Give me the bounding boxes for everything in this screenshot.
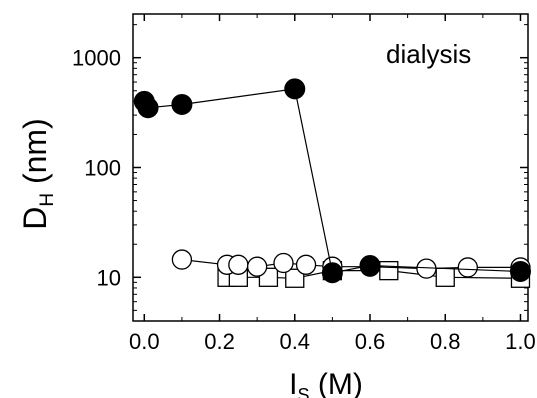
data-point-filled-circle (509, 260, 531, 282)
data-point-open-circle (171, 249, 193, 270)
x-axis: 0.0 0.2 0.4 0.6 0.8 1.0 (129, 14, 536, 354)
data-point-open-circle (246, 256, 268, 277)
data-point-open-circle (273, 252, 294, 274)
data-point-open-square (379, 260, 399, 281)
data-point-open-square (435, 267, 455, 287)
y-tick-label: 100 (84, 156, 121, 181)
x-axis-title: IS (M) (289, 368, 363, 398)
data-point-open-circle (228, 254, 249, 275)
x-tick-label: 0.6 (355, 329, 386, 354)
series-filled-circle (133, 78, 531, 284)
x-tick-label: 0.4 (279, 329, 310, 354)
x-tick-label: 0.2 (204, 329, 235, 354)
y-axis: 10 100 1000 (72, 24, 528, 311)
data-point-filled-circle (321, 262, 343, 284)
x-tick-label: 1.0 (505, 329, 536, 354)
series-layer (133, 78, 531, 288)
data-point-open-square (285, 268, 305, 288)
data-point-filled-circle (137, 97, 159, 119)
data-point-filled-circle (284, 78, 306, 100)
data-point-open-circle (295, 254, 317, 275)
x-tick-label: 0.8 (430, 329, 461, 354)
x-tick-label: 0.0 (129, 329, 160, 354)
series-open-circle (171, 249, 531, 279)
chart-annotation: dialysis (386, 39, 471, 69)
y-tick-label: 10 (97, 265, 121, 290)
data-point-filled-circle (171, 93, 193, 115)
series-line (143, 88, 521, 274)
y-tick-label: 1000 (72, 46, 121, 71)
data-point-open-circle (457, 257, 478, 278)
y-axis-title: DH (nm) (17, 118, 58, 230)
data-point-filled-circle (359, 255, 381, 277)
